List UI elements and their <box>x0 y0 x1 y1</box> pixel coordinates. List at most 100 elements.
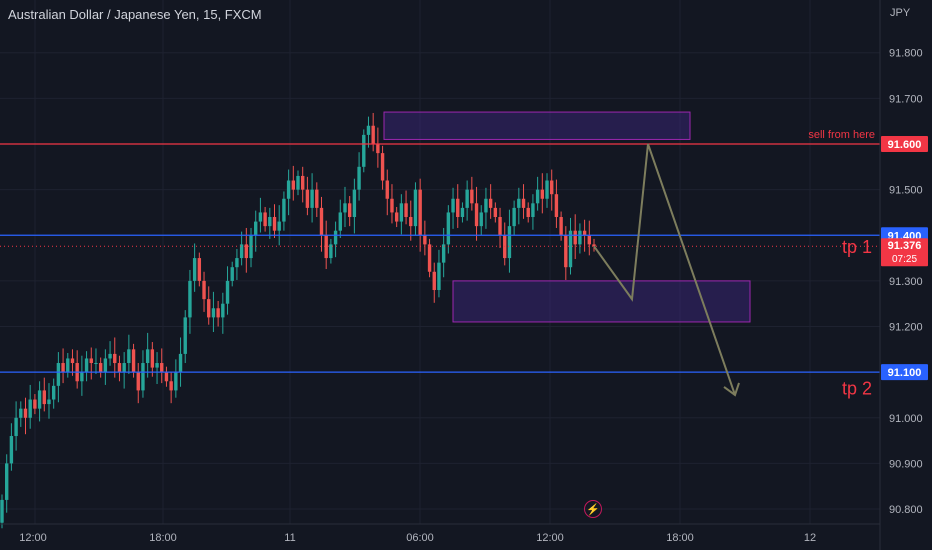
candle-body <box>484 198 488 213</box>
candle-body <box>446 212 451 245</box>
candle-body <box>432 271 436 291</box>
price-tick-label: 91.300 <box>889 276 923 288</box>
candle-body <box>225 280 230 304</box>
candle-body <box>470 189 474 204</box>
candle-body <box>493 207 498 218</box>
price-tick-label: 91.500 <box>889 185 923 197</box>
candle-body <box>23 408 28 418</box>
candle-body <box>117 363 122 373</box>
candle-body <box>150 349 155 368</box>
candle-body <box>216 308 220 318</box>
candle-body <box>291 180 296 190</box>
candle-body <box>568 230 573 268</box>
candle-body <box>324 235 328 259</box>
candle-body <box>14 417 18 437</box>
tp2-label: tp 2 <box>842 378 872 398</box>
candle-body <box>197 258 202 281</box>
candle-body <box>390 198 394 213</box>
price-tick-label: 90.900 <box>889 458 923 470</box>
candle-body <box>141 363 145 391</box>
candle-body <box>66 358 70 373</box>
candle-body <box>380 153 385 181</box>
candle-body <box>145 349 150 364</box>
candle-body <box>277 221 281 231</box>
candle-body <box>155 363 159 368</box>
candle-body <box>211 308 216 318</box>
zones <box>383 111 751 323</box>
candle-body <box>343 203 347 213</box>
candle-body <box>545 180 549 199</box>
candle-body <box>512 207 516 227</box>
candle-body <box>582 230 587 236</box>
price-tick-label: 91.000 <box>889 413 923 425</box>
candle-body <box>507 226 512 259</box>
candle-body <box>188 280 192 318</box>
candle-body <box>362 134 366 167</box>
candle-body <box>456 198 460 218</box>
candle-body <box>521 198 526 208</box>
candle-body <box>19 408 23 418</box>
price-tag-label: 91.100 <box>888 367 922 379</box>
candle-body <box>192 258 197 281</box>
candle-body <box>531 203 535 218</box>
candle-body <box>385 180 389 199</box>
candle-body <box>230 267 234 281</box>
countdown-label: 07:25 <box>892 254 917 265</box>
candle-body <box>131 349 136 373</box>
candle-body <box>122 363 126 373</box>
candle-body <box>98 363 103 373</box>
candle-body <box>249 235 253 259</box>
time-tick-label: 11 <box>284 532 295 544</box>
candle-body <box>42 390 46 405</box>
candle-body <box>103 358 108 373</box>
candle-body <box>371 125 375 144</box>
candle-body <box>160 363 164 373</box>
currency-label: JPY <box>890 7 911 19</box>
candle-body <box>573 230 577 245</box>
candle-body <box>0 499 4 523</box>
demand-zone <box>452 280 751 323</box>
candle-body <box>4 463 9 500</box>
candle-body <box>51 385 56 400</box>
candle-body <box>254 221 258 236</box>
lightning-bolt-icon[interactable]: ⚡ <box>584 500 602 518</box>
horizontal-lines <box>0 143 880 373</box>
price-tag-label: 91.600 <box>888 139 922 151</box>
candle-body <box>89 358 93 364</box>
price-tag <box>881 364 928 381</box>
candle-body <box>376 144 380 154</box>
candle-body <box>28 399 32 418</box>
candle-body <box>554 194 559 218</box>
candle-body <box>535 189 540 204</box>
candle-body <box>409 217 413 227</box>
candle-body <box>413 189 418 227</box>
candle-body <box>47 399 51 405</box>
candle-body <box>56 363 61 386</box>
candle-body <box>127 349 131 364</box>
candle-body <box>352 189 357 218</box>
candle-body <box>207 299 211 318</box>
candle-body <box>202 280 206 300</box>
candle-body <box>61 363 65 373</box>
supply-zone <box>383 111 691 140</box>
last-price-label: 91.376 <box>888 240 922 252</box>
candle-body <box>550 180 554 195</box>
candle-body <box>347 203 352 218</box>
candle-body <box>427 244 432 272</box>
candle-body <box>136 372 140 391</box>
time-tick-label: 18:00 <box>666 532 694 544</box>
arrow-head <box>723 382 740 397</box>
candle-body <box>357 166 361 190</box>
candle-body <box>451 198 455 213</box>
time-tick-label: 12 <box>804 532 816 544</box>
candle-body <box>84 358 89 373</box>
candle-body <box>517 198 521 208</box>
candle-body <box>460 207 465 218</box>
candle-body <box>564 235 568 268</box>
candle-body <box>286 180 291 199</box>
candle-body <box>592 244 596 247</box>
candle-body <box>80 372 84 382</box>
candle-body <box>526 207 530 218</box>
